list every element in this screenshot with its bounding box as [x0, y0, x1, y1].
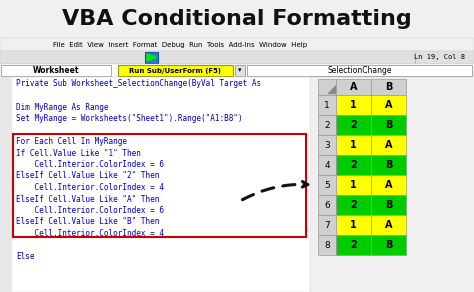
Text: If Cell.Value Like "1" Then: If Cell.Value Like "1" Then: [16, 149, 141, 157]
Bar: [0, 38, 474, 292]
Bar: [371, 135, 406, 155]
Text: Worksheet: Worksheet: [33, 66, 79, 75]
Bar: [0, 77, 310, 292]
Bar: [336, 79, 371, 95]
Text: 4: 4: [324, 161, 330, 169]
Text: 1: 1: [350, 180, 357, 190]
Text: 2: 2: [350, 160, 357, 170]
Text: ▾: ▾: [238, 67, 242, 74]
Text: For Each Cell In MyRange: For Each Cell In MyRange: [16, 137, 127, 146]
Text: Cell.Interior.ColorIndex = 6: Cell.Interior.ColorIndex = 6: [16, 206, 164, 215]
Bar: [318, 79, 336, 95]
Text: 1: 1: [350, 140, 357, 150]
Text: SelectionChange: SelectionChange: [327, 66, 392, 75]
Bar: [336, 175, 371, 195]
Text: Dim MyRange As Range: Dim MyRange As Range: [16, 102, 109, 112]
Text: Private Sub Worksheet_SelectionChange(ByVal Target As: Private Sub Worksheet_SelectionChange(By…: [16, 79, 261, 88]
Bar: [371, 175, 406, 195]
Bar: [371, 79, 406, 95]
Bar: [336, 115, 371, 135]
Text: B: B: [385, 82, 392, 92]
Bar: [145, 52, 158, 63]
Bar: [0, 38, 474, 51]
Bar: [0, 77, 12, 292]
Bar: [0, 51, 474, 64]
Bar: [336, 95, 371, 115]
Text: 3: 3: [324, 140, 330, 150]
Text: A: A: [350, 82, 357, 92]
Bar: [318, 195, 336, 215]
Bar: [318, 215, 336, 235]
Text: Ln 19, Col 8: Ln 19, Col 8: [414, 55, 465, 60]
Text: ElseIf Cell.Value Like "B" Then: ElseIf Cell.Value Like "B" Then: [16, 218, 159, 227]
Text: B: B: [385, 120, 392, 130]
Bar: [336, 135, 371, 155]
Bar: [371, 195, 406, 215]
Text: Cell.Interior.ColorIndex = 4: Cell.Interior.ColorIndex = 4: [16, 229, 164, 238]
Text: 5: 5: [324, 180, 330, 190]
Text: 1: 1: [350, 220, 357, 230]
Bar: [371, 115, 406, 135]
Bar: [318, 235, 336, 255]
Bar: [318, 115, 336, 135]
Text: Cell.Interior.ColorIndex = 4: Cell.Interior.ColorIndex = 4: [16, 183, 164, 192]
Bar: [235, 65, 245, 76]
Text: B: B: [385, 160, 392, 170]
Bar: [318, 175, 336, 195]
Text: Cell.Interior.ColorIndex = 6: Cell.Interior.ColorIndex = 6: [16, 160, 164, 169]
Bar: [318, 155, 336, 175]
Text: A: A: [385, 140, 392, 150]
Bar: [318, 135, 336, 155]
Text: A: A: [385, 100, 392, 110]
Bar: [247, 65, 472, 76]
Bar: [336, 215, 371, 235]
Text: 7: 7: [324, 220, 330, 230]
Bar: [336, 195, 371, 215]
Text: B: B: [385, 240, 392, 250]
Bar: [318, 95, 336, 115]
Text: ElseIf Cell.Value Like "2" Then: ElseIf Cell.Value Like "2" Then: [16, 171, 159, 180]
Bar: [371, 235, 406, 255]
Text: 2: 2: [324, 121, 330, 129]
Text: 8: 8: [324, 241, 330, 249]
Text: B: B: [385, 200, 392, 210]
Text: File  Edit  View  Insert  Format  Debug  Run  Tools  Add-Ins  Window  Help: File Edit View Insert Format Debug Run T…: [53, 41, 307, 48]
Bar: [0, 64, 474, 77]
Text: Run Sub/UserForm (F5): Run Sub/UserForm (F5): [129, 67, 221, 74]
Bar: [371, 215, 406, 235]
Text: 2: 2: [350, 200, 357, 210]
Text: VBA Conditional Formatting: VBA Conditional Formatting: [62, 9, 412, 29]
Text: 2: 2: [350, 240, 357, 250]
Bar: [371, 155, 406, 175]
Bar: [118, 65, 233, 76]
Text: A: A: [385, 180, 392, 190]
Bar: [371, 95, 406, 115]
Text: 6: 6: [324, 201, 330, 209]
Bar: [336, 155, 371, 175]
Text: Set MyRange = Worksheets("Sheet1").Range("A1:B8"): Set MyRange = Worksheets("Sheet1").Range…: [16, 114, 243, 123]
Text: Else: Else: [16, 252, 35, 261]
Text: 1: 1: [324, 100, 330, 110]
Text: ElseIf Cell.Value Like "A" Then: ElseIf Cell.Value Like "A" Then: [16, 194, 159, 204]
Bar: [336, 235, 371, 255]
Text: 1: 1: [350, 100, 357, 110]
Text: A: A: [385, 220, 392, 230]
Text: 2: 2: [350, 120, 357, 130]
Polygon shape: [328, 85, 336, 93]
Polygon shape: [147, 54, 156, 61]
Bar: [1, 65, 111, 76]
Bar: [13, 134, 306, 237]
